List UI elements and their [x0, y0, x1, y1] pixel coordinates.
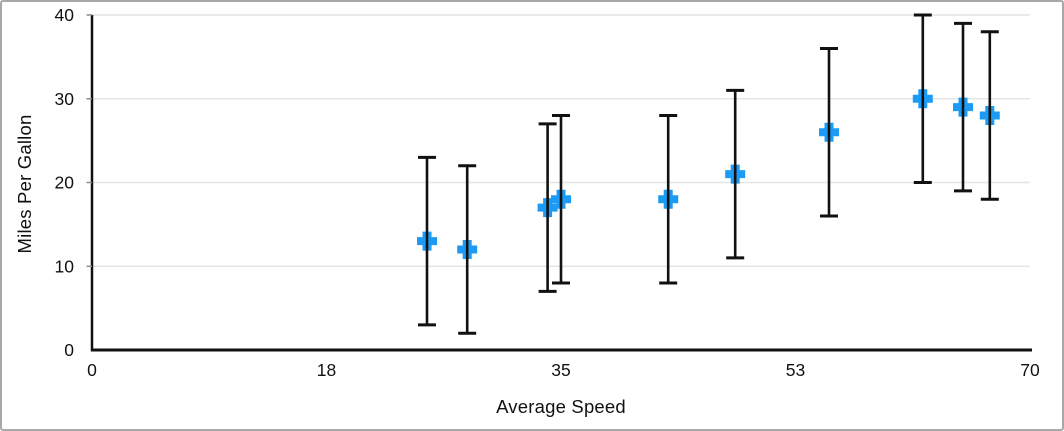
x-tick-label: 0 [87, 360, 97, 380]
x-tick-label: 35 [551, 360, 570, 380]
y-tick-label: 40 [55, 5, 75, 25]
x-tick-label: 53 [786, 360, 805, 380]
y-tick-label: 10 [55, 256, 75, 276]
y-tick-label: 30 [55, 89, 75, 109]
y-tick-label: 20 [55, 173, 75, 193]
x-tick-label: 18 [317, 360, 336, 380]
x-tick-label: 70 [1020, 360, 1040, 380]
y-axis-title: Miles Per Gallon [14, 114, 35, 254]
y-tick-label: 0 [64, 340, 74, 360]
x-axis-title: Average Speed [496, 396, 626, 417]
